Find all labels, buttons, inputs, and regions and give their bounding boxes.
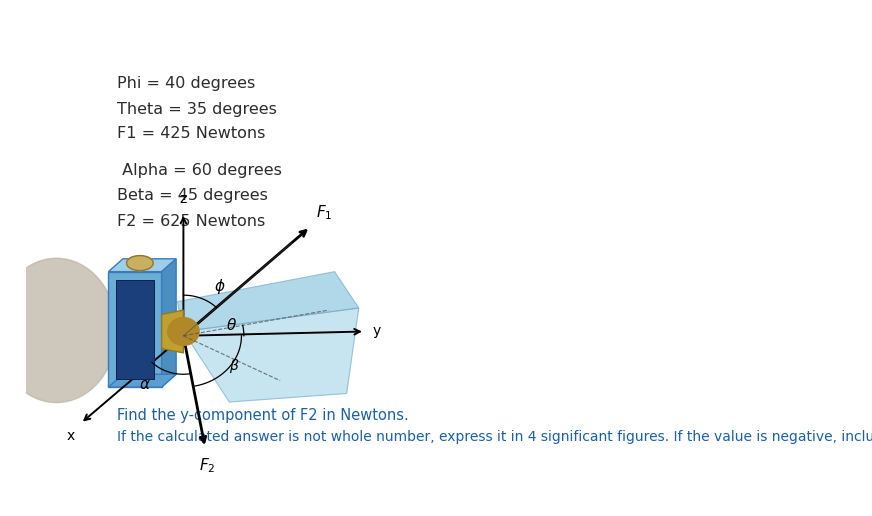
Text: If the calculated answer is not whole number, express it in 4 significant figure: If the calculated answer is not whole nu… (117, 430, 872, 444)
Text: F2 = 625 Newtons: F2 = 625 Newtons (117, 214, 265, 229)
Polygon shape (183, 308, 358, 402)
Text: $F_2$: $F_2$ (200, 457, 215, 475)
Text: $\phi$: $\phi$ (214, 277, 226, 296)
Text: Find the y-component of F2 in Newtons.: Find the y-component of F2 in Newtons. (117, 409, 409, 424)
Polygon shape (177, 271, 358, 331)
Text: $\theta$: $\theta$ (226, 317, 237, 333)
Text: $\beta$: $\beta$ (229, 357, 240, 375)
Text: Phi = 40 degrees: Phi = 40 degrees (117, 76, 255, 91)
Text: $F_1$: $F_1$ (317, 204, 333, 222)
Text: Beta = 45 degrees: Beta = 45 degrees (117, 188, 268, 203)
Ellipse shape (126, 255, 153, 270)
Polygon shape (116, 280, 154, 379)
Polygon shape (161, 310, 183, 353)
Text: F1 = 425 Newtons: F1 = 425 Newtons (117, 126, 265, 141)
Text: y: y (372, 325, 380, 338)
Polygon shape (108, 259, 176, 271)
Text: $\alpha$: $\alpha$ (139, 377, 151, 393)
Text: x: x (66, 429, 74, 443)
Text: Alpha = 60 degrees: Alpha = 60 degrees (117, 163, 282, 178)
Polygon shape (108, 271, 161, 387)
Text: Theta = 35 degrees: Theta = 35 degrees (117, 102, 277, 117)
Text: z: z (180, 192, 187, 206)
Polygon shape (108, 374, 176, 387)
Ellipse shape (167, 318, 199, 345)
Polygon shape (161, 259, 176, 387)
Ellipse shape (0, 259, 117, 402)
